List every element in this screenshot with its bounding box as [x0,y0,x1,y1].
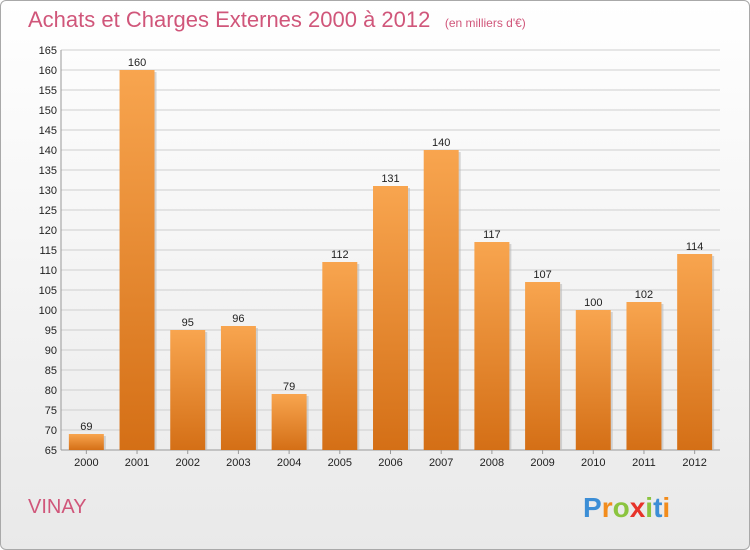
y-tick-label: 85 [45,365,57,377]
x-tick-label: 2008 [480,457,504,469]
x-tick-label: 2002 [175,457,199,469]
bar-value-label: 107 [533,269,551,281]
bar-2009 [525,282,561,450]
x-tick-label: 2005 [328,457,352,469]
chart-title-main: Achats et Charges Externes 2000 à 2012 [28,7,430,32]
logo-letter: o [613,492,630,523]
y-tick-label: 95 [45,325,57,337]
bar-2003 [220,326,256,450]
y-tick-label: 110 [39,265,57,277]
y-tick-label: 135 [39,165,57,177]
bar-2001 [119,70,155,450]
labels: 69 160 95 96 79 112 131 140 117 107 100 102 114 [80,57,703,433]
y-tick-label: 115 [39,245,57,257]
logo-letter: t [653,492,662,523]
chart-title-unit: (en milliers d'€) [445,16,526,30]
x-tick-label: 2000 [74,457,98,469]
bar-value-label: 160 [128,57,146,69]
x-tick-label: 2009 [530,457,554,469]
bar-value-label: 140 [432,137,450,149]
bar-2012 [677,254,713,450]
bar-2005 [322,262,358,450]
bar-2006 [373,186,408,450]
logo-letter: i [645,492,653,523]
y-tick-label: 65 [45,445,57,457]
bar-2000 [68,434,104,450]
y-tick-label: 125 [39,205,57,217]
y-tick-label: 165 [39,45,57,57]
y-tick-label: 160 [39,65,57,77]
y-tick-label: 80 [45,385,57,397]
bar-value-label: 112 [331,249,349,261]
bar-2008 [474,242,510,450]
x-tick-label: 2004 [277,457,301,469]
bar-2010 [575,310,611,450]
y-tick-label: 100 [39,305,57,317]
logo-letter: i [662,492,670,523]
y-tick-label: 70 [45,425,57,437]
x-tick-label: 2011 [632,457,656,469]
bar-value-label: 114 [686,241,704,253]
bar-value-label: 69 [80,421,92,433]
x-tick-label: 2001 [125,457,149,469]
bar-value-label: 131 [381,173,399,185]
bar-2004 [271,394,307,450]
bar-value-label: 100 [584,297,602,309]
proxiti-logo: Proxiti [583,492,670,523]
axes: 65 70 75 80 85 90 95 100 105 110 115 120 125 130 135 14… [39,45,720,469]
y-tick-label: 145 [39,125,57,137]
y-tick-label: 90 [45,345,57,357]
x-tick-label: 2003 [226,457,250,469]
bar-value-label: 95 [182,317,194,329]
logo-letter: r [602,492,613,523]
bar-value-label: 79 [283,381,295,393]
bar-2007 [423,150,459,450]
commune-name: VINAY [28,496,87,518]
x-tick-label: 2012 [682,457,706,469]
y-tick-label: 105 [39,285,57,297]
bar-2011 [626,302,662,450]
y-tick-label: 150 [39,105,57,117]
y-tick-label: 140 [39,145,57,157]
x-tick-label: 2010 [581,457,605,469]
bar-2002 [170,330,206,450]
chart-title: Achats et Charges Externes 2000 à 2012 (… [28,7,526,32]
bars [68,70,715,450]
y-tick-label: 120 [39,225,57,237]
bar-value-label: 96 [232,313,244,325]
bar-value-label: 102 [635,289,653,301]
x-tick-label: 2006 [378,457,402,469]
logo-letter: x [630,492,646,523]
y-tick-label: 130 [39,185,57,197]
logo-letter: P [583,492,602,523]
y-tick-label: 155 [39,85,57,97]
y-tick-label: 75 [45,405,57,417]
x-tick-label: 2007 [429,457,453,469]
bar-value-label: 117 [483,229,501,241]
